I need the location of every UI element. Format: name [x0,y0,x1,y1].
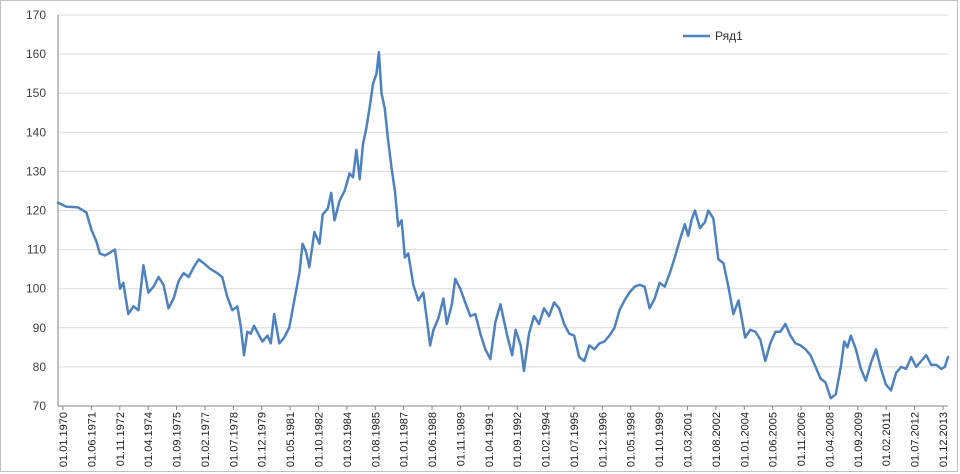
x-tick-label-01.06.2005: 01.06.2005 [768,412,780,467]
x-tick-label-01.01.1987: 01.01.1987 [399,412,411,467]
legend: Ряд1 [683,29,743,43]
y-tick-label-130: 130 [26,164,46,178]
x-tick-label-01.01.1970: 01.01.1970 [58,412,70,467]
y-tick-label-90: 90 [33,321,47,335]
series-layer [56,50,950,400]
y-tick-label-80: 80 [33,360,47,374]
x-tick-label-01.08.1985: 01.08.1985 [370,412,382,467]
series-line-0 [56,50,950,400]
y-axis-tick-labels: 70 80 90 100 110 120 130 140 150 160 170 [26,8,46,413]
x-tick-label-01.02.2011: 01.02.2011 [881,412,893,466]
x-tick-label-01.12.1996: 01.12.1996 [597,412,609,467]
x-tick-label-01.03.2001: 01.03.2001 [683,412,695,467]
x-tick-label-01.04.1991: 01.04.1991 [484,412,496,467]
x-tick-label-01.07.1995: 01.07.1995 [569,412,581,467]
axes [57,15,948,407]
x-tick-label-01.07.1978: 01.07.1978 [228,412,240,467]
x-tick-label-01.12.1979: 01.12.1979 [257,412,269,467]
x-tick-label-01.05.1981: 01.05.1981 [285,412,297,467]
y-tick-label-160: 160 [26,47,46,61]
y-tick-label-150: 150 [26,86,46,100]
x-tick-label-01.05.1998: 01.05.1998 [626,412,638,467]
x-tick-label-01.11.1989: 01.11.1989 [455,412,467,466]
x-tick-label-01.02.1994: 01.02.1994 [541,412,553,467]
x-tick-label-01.01.2004: 01.01.2004 [739,412,751,467]
y-tick-label-110: 110 [27,243,46,257]
x-tick-label-01.11.1972: 01.11.1972 [115,412,127,466]
y-tick-label-70: 70 [33,399,47,413]
x-tick-label-01.02.1977: 01.02.1977 [200,412,212,467]
x-tick-label-01.04.2008: 01.04.2008 [824,412,836,467]
x-tick-label-01.10.1982: 01.10.1982 [313,412,325,467]
x-tick-label-01.09.1975: 01.09.1975 [172,412,184,467]
x-tick-label-01.09.1992: 01.09.1992 [512,412,524,467]
x-tick-label-01.06.1971: 01.06.1971 [86,412,98,467]
legend-label-ryad1: Ряд1 [715,29,743,43]
x-tick-label-01.07.2012: 01.07.2012 [910,412,922,467]
y-tick-label-170: 170 [26,8,46,22]
y-tick-label-100: 100 [26,282,46,296]
y-tick-label-140: 140 [26,125,46,139]
x-tick-label-01.12.2013: 01.12.2013 [938,412,950,467]
x-tick-label-01.06.1988: 01.06.1988 [427,412,439,467]
x-tick-label-01.03.1984: 01.03.1984 [342,412,354,467]
y-tick-label-120: 120 [26,204,46,218]
x-tick-label-01.08.2002: 01.08.2002 [711,412,723,467]
gridlines [58,14,948,407]
x-tick-label-01.09.2009: 01.09.2009 [853,412,865,467]
x-axis-tick-labels: 01.01.1970 01.06.1971 01.11.1972 01.04.1974… [58,406,950,467]
x-tick-label-01.04.1974: 01.04.1974 [143,412,155,467]
x-tick-label-01.10.1999: 01.10.1999 [654,412,666,467]
x-tick-label-01.11.2006: 01.11.2006 [796,412,808,466]
